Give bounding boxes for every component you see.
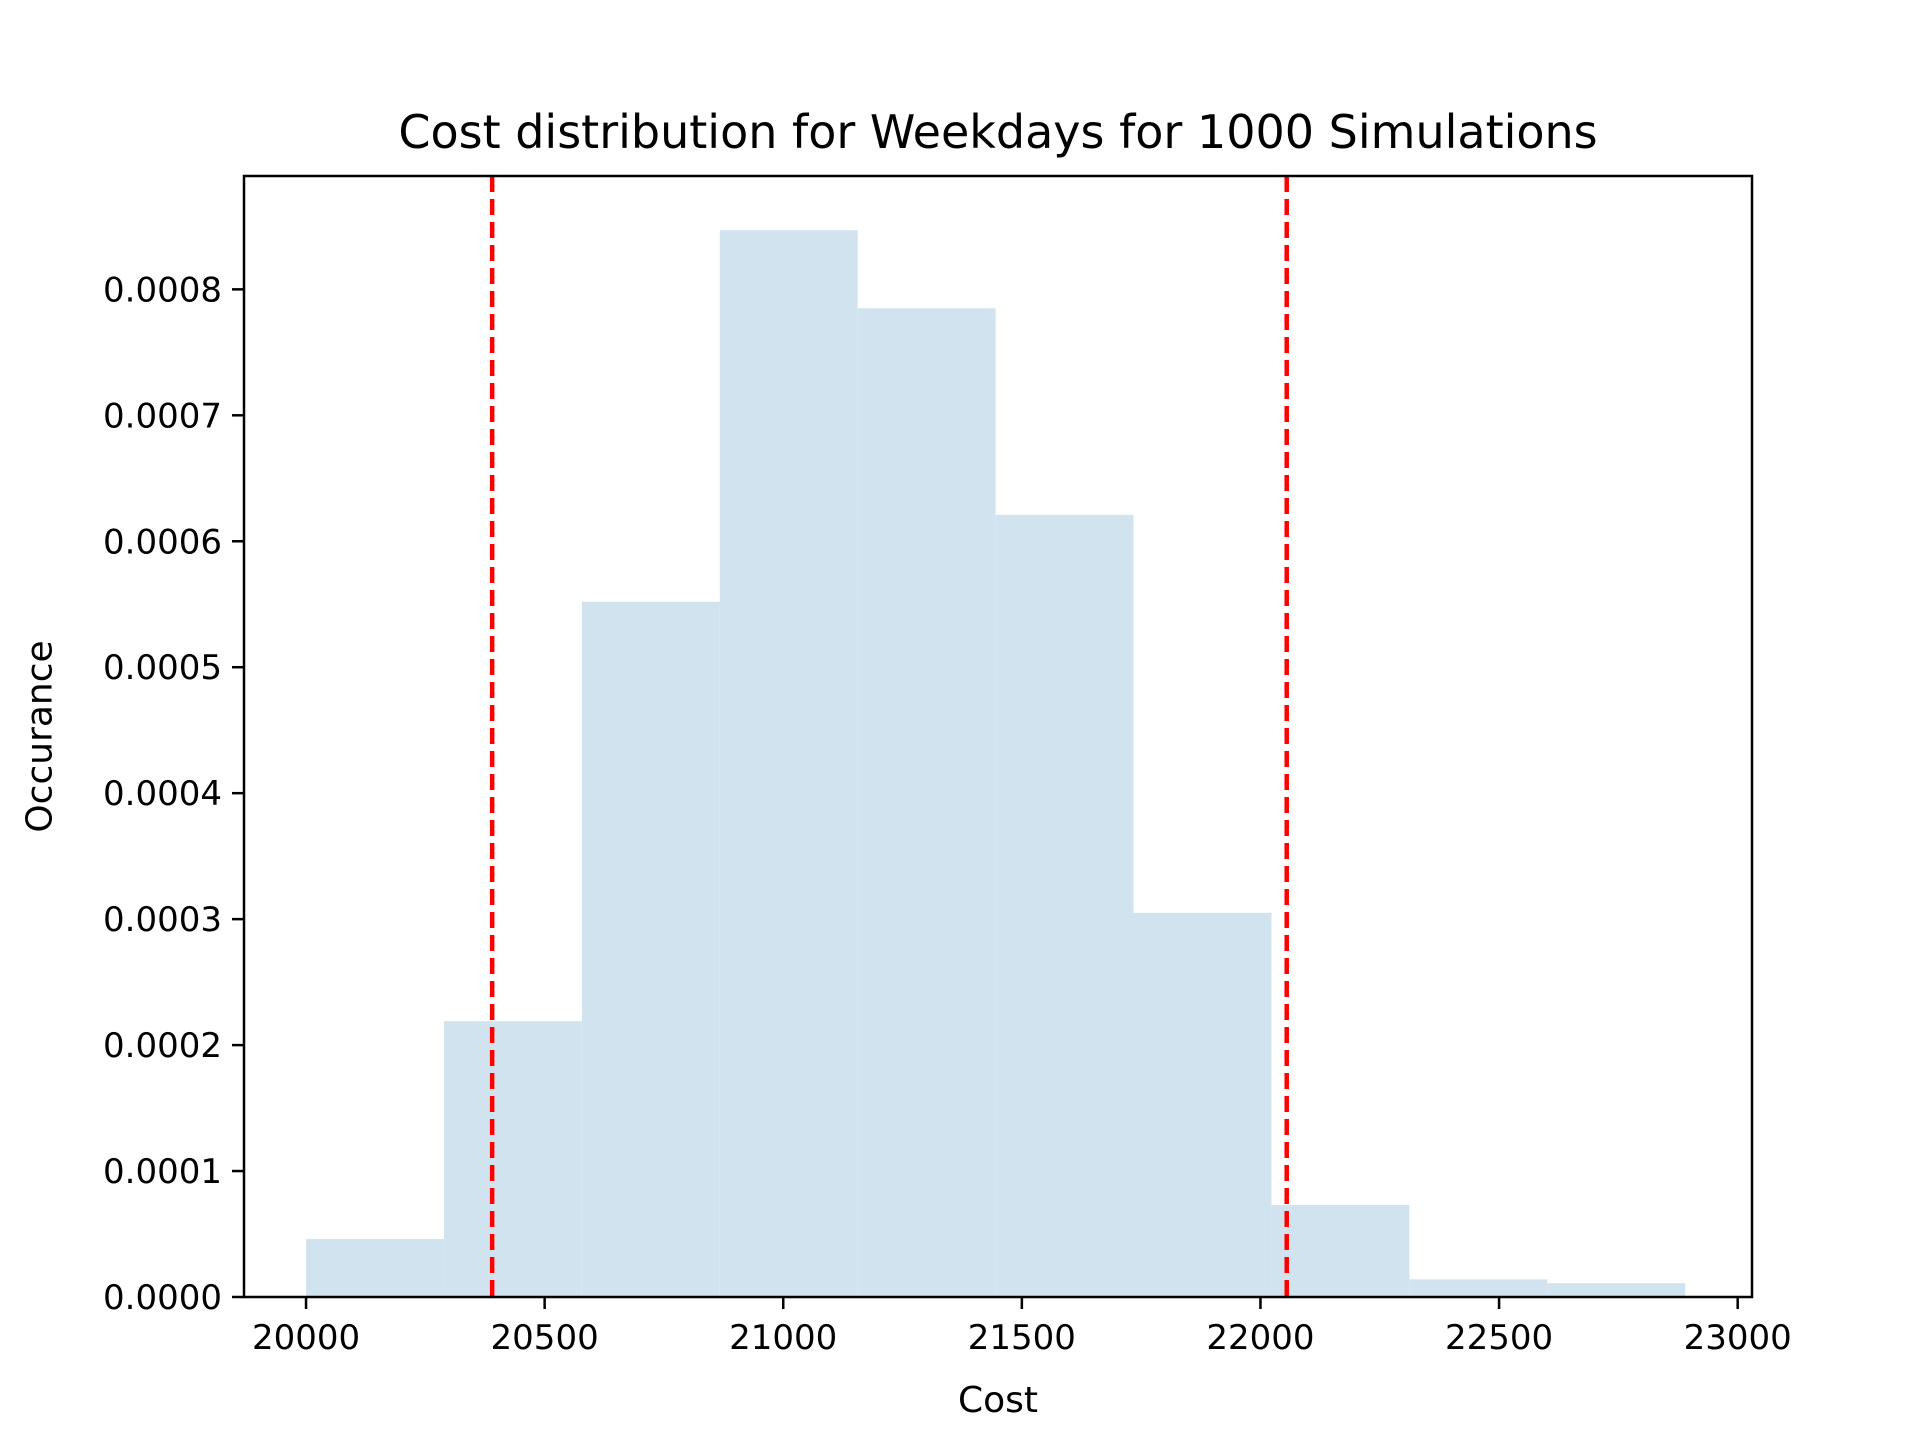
histogram-bar-1 [443,1021,582,1297]
histogram-bar-6 [1133,912,1272,1297]
y-axis-label: Occurance [20,640,61,832]
histogram-bar-9 [1547,1283,1686,1297]
x-axis-label: Cost [958,1380,1038,1421]
y-tick-label-3: 0.0003 [103,900,222,940]
y-tick-label-6: 0.0006 [103,522,222,562]
histogram-bar-7 [1271,1205,1410,1297]
x-tick-label-4: 22000 [1206,1318,1314,1358]
y-tick-label-5: 0.0005 [103,648,222,688]
y-tick-label-2: 0.0002 [103,1026,222,1066]
y-tick-label-0: 0.0000 [103,1278,222,1318]
histogram-bar-3 [719,230,858,1298]
y-tick-label-4: 0.0004 [103,774,222,814]
histogram-bar-8 [1409,1279,1548,1297]
histogram-bar-4 [857,308,996,1297]
x-tick-label-5: 22500 [1445,1318,1553,1358]
histogram-bar-0 [306,1239,444,1297]
y-tick-label-1: 0.0001 [103,1152,222,1192]
plot-frame [242,174,1754,1299]
y-tick-label-8: 0.0008 [103,270,222,310]
histogram-bar-5 [995,514,1134,1297]
x-tick-label-1: 20500 [491,1318,599,1358]
y-axis-ticks: 0.0000 0.0001 0.0002 0.0003 0.0004 0.0005 0.00… [103,270,244,1318]
x-tick-label-3: 21500 [968,1318,1076,1358]
vlines-group [489,176,1289,1297]
x-axis-ticks: 20000 20500 21000 21500 22000 22500 23000 [252,1297,1792,1358]
y-tick-label-7: 0.0007 [103,396,222,436]
histogram-bar-2 [581,601,720,1297]
x-tick-label-6: 23000 [1684,1318,1792,1358]
x-tick-label-2: 21000 [729,1318,837,1358]
bars-group [306,230,1686,1298]
chart-title: Cost distribution for Weekdays for 1000 … [398,105,1597,159]
x-tick-label-0: 20000 [252,1318,360,1358]
